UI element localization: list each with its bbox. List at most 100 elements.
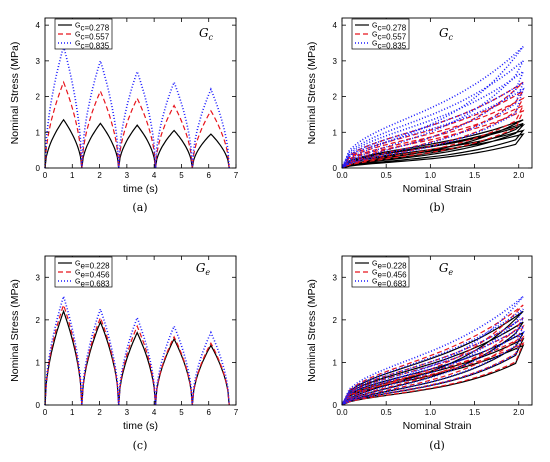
- y-tick-label: 4: [36, 21, 41, 30]
- x-tick-label: 1: [70, 171, 75, 180]
- series-line-2: [44, 303, 230, 406]
- x-tick-label: 0.5: [381, 171, 393, 180]
- panel-caption: (b): [429, 201, 445, 214]
- x-tick-label: 2.0: [513, 408, 525, 417]
- plot-frame: [341, 17, 533, 169]
- x-tick-label: 4: [152, 408, 157, 417]
- panel-title: Ge: [439, 261, 454, 277]
- x-tick-label: 0.0: [336, 408, 348, 417]
- plot-frame: [44, 17, 237, 169]
- y-axis-label: Nominal Stress (MPa): [9, 279, 21, 382]
- y-axis-label: Nominal Stress (MPa): [306, 279, 318, 382]
- legend-box: [54, 18, 113, 50]
- legend-label-1: Gc=0.278: [372, 23, 407, 33]
- series-line-1: [341, 119, 526, 169]
- panel-title: Ge: [196, 261, 211, 277]
- x-tick-label: 7: [234, 171, 239, 180]
- legend-label-1: Gc=0.278: [75, 23, 110, 33]
- plot-area: [44, 43, 230, 169]
- panel-title: Gc: [199, 26, 214, 42]
- y-tick-label: 2: [333, 316, 338, 325]
- series-line-3: [341, 295, 526, 406]
- plot-area: [341, 295, 526, 406]
- y-tick-label: 1: [333, 358, 338, 367]
- y-tick-label: 3: [333, 57, 338, 66]
- plot-frame: [341, 255, 533, 406]
- legend-label-2: Ge=0.456: [372, 270, 407, 280]
- legend-label-1: Ge=0.228: [75, 261, 110, 271]
- panel-d: 0.0 0.5 1.0 1.5 2.0 0 1 2 3 Nominal Strain Nominal…: [306, 255, 533, 452]
- y-tick-label: 1: [333, 128, 338, 137]
- panel-caption: (c): [133, 439, 148, 452]
- y-axis-label: Nominal Stress (MPa): [306, 42, 318, 145]
- y-tick-label: 0: [333, 401, 338, 410]
- x-tick-label: 2.0: [513, 171, 525, 180]
- x-tick-label: 3: [125, 171, 130, 180]
- y-tick-label: 1: [36, 358, 41, 367]
- panel-c: 0 1 2 3 4 5 6 7 0 1 2 3 time (s) Nominal Stress (MPa)…: [9, 255, 239, 452]
- y-tick-label: 4: [333, 21, 338, 30]
- legend-label-1: Ge=0.228: [372, 261, 407, 271]
- x-tick-label: 0.5: [381, 408, 393, 417]
- x-tick-label: 5: [179, 408, 184, 417]
- legend-label-3: Gc=0.835: [372, 41, 407, 51]
- y-tick-label: 2: [36, 93, 41, 102]
- y-tick-label: 3: [333, 273, 338, 282]
- series-line-3: [341, 46, 526, 169]
- x-tick-label: 0: [43, 171, 48, 180]
- x-tick-label: 7: [234, 408, 239, 417]
- y-tick-label: 2: [36, 316, 41, 325]
- series-line-1: [44, 118, 230, 169]
- legend-label-3: Ge=0.683: [75, 279, 110, 289]
- y-tick-label: 0: [36, 401, 41, 410]
- x-tick-label: 4: [152, 171, 157, 180]
- legend-box: [54, 256, 113, 288]
- y-tick-label: 3: [36, 57, 41, 66]
- plot-area: [44, 293, 230, 406]
- x-tick-label: 0: [43, 408, 48, 417]
- x-tick-label: 2: [97, 408, 102, 417]
- x-tick-label: 6: [206, 171, 211, 180]
- legend-label-2: Ge=0.456: [75, 270, 110, 280]
- y-tick-label: 0: [333, 164, 338, 173]
- legend-box: [351, 18, 410, 50]
- x-tick-label: 1.0: [425, 408, 437, 417]
- x-axis-label: Nominal Strain: [403, 420, 472, 432]
- plot-frame: [44, 255, 237, 406]
- legend-label-2: Gc=0.557: [75, 32, 110, 42]
- y-tick-label: 0: [36, 164, 41, 173]
- x-tick-label: 0.0: [336, 171, 348, 180]
- series-line-2: [44, 80, 230, 169]
- panel-title: Gc: [439, 26, 454, 42]
- series-line-2: [341, 81, 525, 169]
- x-tick-label: 1.5: [469, 408, 481, 417]
- legend-box: [351, 256, 410, 288]
- y-tick-label: 1: [36, 128, 41, 137]
- legend-label-2: Gc=0.557: [372, 32, 407, 42]
- y-axis-label: Nominal Stress (MPa): [9, 42, 21, 145]
- y-tick-label: 2: [333, 93, 338, 102]
- panel-b: 0.0 0.5 1.0 1.5 2.0 0 1 2 3 4 Nominal Strain Nomina…: [306, 17, 533, 214]
- x-axis-label: time (s): [123, 420, 158, 432]
- x-tick-label: 1.5: [469, 171, 481, 180]
- y-tick-label: 3: [36, 273, 41, 282]
- x-tick-label: 6: [206, 408, 211, 417]
- legend-label-3: Ge=0.683: [372, 279, 407, 289]
- series-line-3: [44, 293, 230, 406]
- x-axis-label: Nominal Strain: [403, 183, 472, 195]
- x-tick-label: 1: [70, 408, 75, 417]
- x-tick-label: 2: [97, 171, 102, 180]
- x-tick-label: 5: [179, 171, 184, 180]
- x-axis-label: time (s): [123, 183, 158, 195]
- legend-label-3: Gc=0.835: [75, 41, 110, 51]
- plot-area: [341, 46, 526, 169]
- panel-caption: (d): [429, 439, 445, 452]
- panel-caption: (a): [132, 201, 147, 214]
- x-tick-label: 3: [125, 408, 130, 417]
- x-tick-label: 1.0: [425, 171, 437, 180]
